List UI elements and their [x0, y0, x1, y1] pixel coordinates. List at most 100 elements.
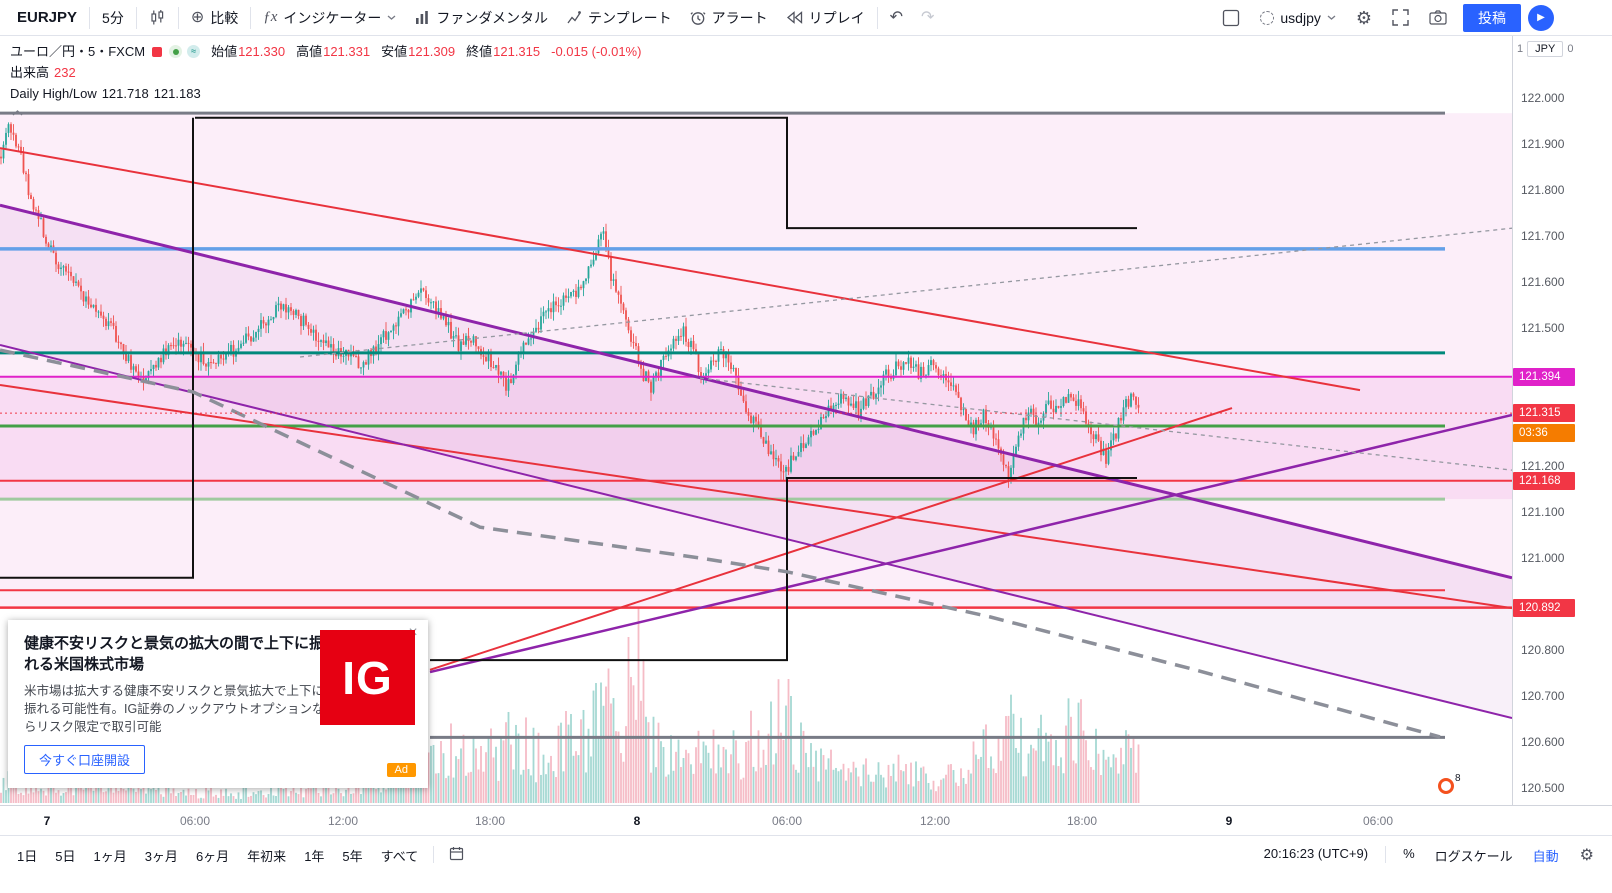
chevron-down-icon	[1327, 15, 1336, 20]
price-tick: 120.800	[1521, 643, 1565, 657]
axis-corner	[1512, 805, 1612, 835]
watchlist-symbol-label: usdjpy	[1280, 9, 1321, 26]
publish-button[interactable]: 投稿	[1463, 3, 1521, 32]
ig-logo[interactable]: IG	[320, 630, 415, 725]
auto-scale-button[interactable]: 自動	[1532, 849, 1559, 864]
time-tick: 12:00	[919, 814, 951, 828]
range-1d[interactable]: 1日	[17, 849, 38, 864]
bar-chart-icon	[414, 10, 430, 25]
chart-canvas	[0, 111, 1512, 803]
chart-plot[interactable]: ユーロ／円・5・FXCM ≈ 始値 121.330 高値 121.331 安値 121…	[0, 36, 1512, 805]
redo-button[interactable]: ↷	[912, 4, 943, 32]
time-tick: 06:00	[771, 814, 803, 828]
indicators-button[interactable]: ƒx インジケーター	[254, 4, 405, 32]
price-badge[interactable]: 121.168	[1513, 471, 1575, 490]
range-all[interactable]: すべて	[380, 849, 419, 864]
range-1m[interactable]: 1ヶ月	[93, 849, 127, 864]
price-tick: 121.500	[1521, 321, 1565, 335]
daily-low-value: 121.183	[153, 86, 201, 101]
replay-button[interactable]: リプレイ	[777, 4, 874, 32]
price-badge[interactable]: 121.315	[1513, 404, 1575, 423]
price-tick: 121.900	[1521, 137, 1565, 151]
range-6m[interactable]: 6ヶ月	[195, 849, 230, 864]
ideas-stream-bubble[interactable]: 8	[1438, 773, 1461, 794]
interval-button[interactable]: 5分	[93, 4, 133, 32]
delayed-data-icon: ≈	[187, 45, 201, 58]
ohlc-close: 終値 121.315	[466, 44, 541, 59]
symbol-button[interactable]: EURJPY	[8, 4, 86, 32]
play-icon: ▶	[1537, 12, 1545, 23]
settings-button[interactable]: ⚙	[1347, 4, 1381, 32]
candlestick-icon	[149, 9, 166, 26]
price-tick: 120.600	[1521, 735, 1565, 749]
gear-icon: ⚙	[1355, 7, 1372, 28]
templates-label: テンプレート	[588, 9, 672, 26]
watchlist-button[interactable]: usdjpy	[1251, 4, 1344, 32]
daily-high-value: 121.718	[101, 86, 149, 101]
range-1y[interactable]: 1年	[304, 849, 325, 864]
time-tick: 7	[43, 814, 51, 828]
time-tick: 8	[633, 814, 641, 828]
layout-button[interactable]	[1213, 4, 1249, 32]
fullscreen-button[interactable]	[1383, 4, 1418, 32]
redo-icon: ↷	[921, 8, 935, 26]
divider	[433, 846, 435, 863]
legend-volume-row: 出来高 232	[10, 63, 641, 82]
time-tick: 12:00	[327, 814, 359, 828]
range-3m[interactable]: 3ヶ月	[144, 849, 178, 864]
interval-label: 5分	[102, 9, 124, 26]
market-closed-icon	[152, 46, 163, 57]
price-badge[interactable]: 120.892	[1513, 598, 1575, 617]
ohlc-low: 安値 121.309	[381, 44, 456, 59]
range-5y[interactable]: 5年	[342, 849, 363, 864]
calendar-icon	[449, 846, 464, 861]
time-tick: 9	[1225, 814, 1233, 828]
alerts-button[interactable]: アラート	[681, 4, 777, 32]
template-chart-icon	[566, 10, 582, 25]
log-scale-button[interactable]: ログスケール	[1434, 849, 1513, 864]
percent-scale-button[interactable]: %	[1403, 846, 1415, 861]
legend-main-row: ユーロ／円・5・FXCM ≈ 始値 121.330 高値 121.331 安値 121…	[10, 42, 641, 61]
templates-button[interactable]: テンプレート	[557, 4, 681, 32]
data-status-icon	[169, 45, 183, 58]
legend-symbol-title[interactable]: ユーロ／円・5・FXCM	[10, 44, 146, 59]
camera-icon	[1429, 10, 1447, 25]
fundamentals-button[interactable]: ファンダメンタル	[405, 4, 557, 32]
divider	[135, 6, 137, 29]
price-tick: 120.500	[1521, 781, 1565, 795]
goto-date-button[interactable]	[440, 843, 473, 864]
range-5d[interactable]: 5日	[55, 849, 76, 864]
change-value: -0.015 (-0.01%)	[551, 44, 642, 59]
volume-label: 出来高	[10, 65, 50, 80]
time-tick: 18:00	[474, 814, 506, 828]
price-axis[interactable]: 1 JPY 0 122.000 121.900 121.800 121.700 121.…	[1512, 36, 1612, 805]
play-button[interactable]: ▶	[1528, 4, 1554, 31]
scale-settings-gear-icon[interactable]: ⚙	[1579, 847, 1594, 864]
clock-display[interactable]: 20:16:23 (UTC+9)	[1263, 846, 1369, 861]
top-toolbar: EURJPY 5分 ⊕ 比較 ƒx インジケーター ファンダメンタル テンプレー…	[0, 0, 1612, 36]
price-badge[interactable]: 03:36	[1513, 423, 1575, 442]
price-tick: 121.700	[1521, 229, 1565, 243]
snapshot-button[interactable]	[1420, 4, 1456, 32]
daily-highlow-label: Daily High/Low	[10, 86, 97, 101]
ad-popup: × 健康不安リスクと景気の拡大の間で上下に振れる米国株式市場 IG 米市場は拡大…	[8, 620, 428, 788]
ohlc-open: 始値 121.330	[211, 44, 286, 59]
undo-button[interactable]: ↶	[881, 4, 912, 32]
replay-label: リプレイ	[808, 9, 865, 26]
compare-button[interactable]: ⊕ 比較	[182, 4, 247, 32]
price-tick: 120.700	[1521, 689, 1565, 703]
ad-cta-button[interactable]: 今すぐ口座開設	[24, 745, 146, 774]
fullscreen-icon	[1392, 9, 1409, 26]
range-ytd[interactable]: 年初来	[247, 849, 287, 864]
currency-toggle[interactable]: JPY	[1527, 41, 1564, 57]
chart-style-button[interactable]	[140, 4, 175, 32]
alarm-clock-icon	[690, 10, 706, 26]
indicators-label: インジケーター	[283, 9, 382, 26]
compare-icon: ⊕	[190, 8, 205, 26]
price-tick: 121.000	[1521, 551, 1565, 565]
rewind-icon	[786, 11, 803, 24]
time-axis[interactable]: 7 06:00 12:00 18:00 8 06:00 12:00 18:00 9 06:00	[0, 805, 1512, 835]
divider	[89, 6, 91, 29]
price-badge[interactable]: 121.394	[1513, 367, 1575, 386]
legend-daily-row: Daily High/Low 121.718 121.183	[10, 84, 641, 103]
